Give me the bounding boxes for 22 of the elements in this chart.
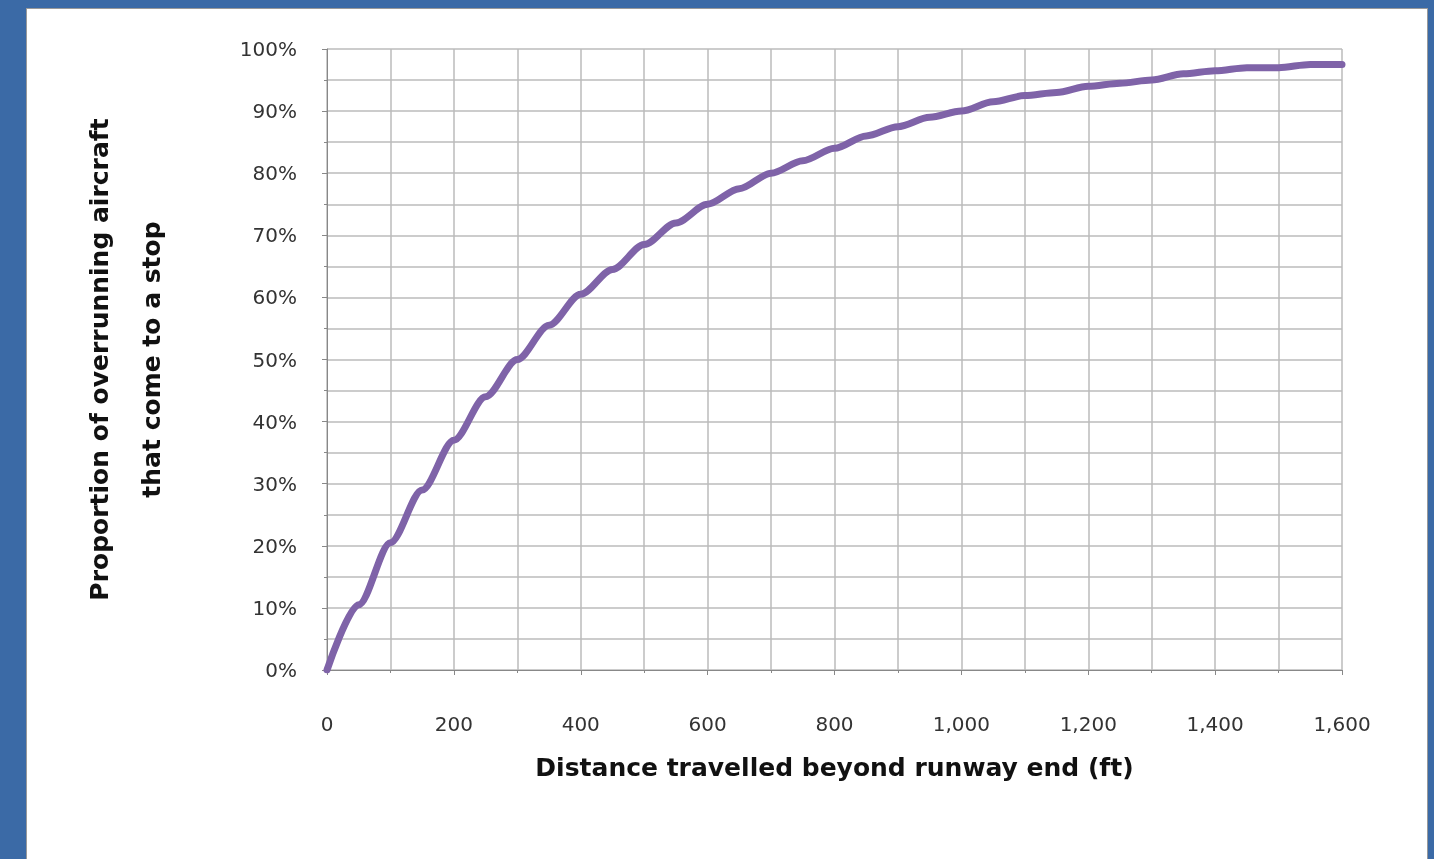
y-axis-title: Proportion of overrunning aircraft that come to a stop (84, 118, 166, 601)
x-tick-label: 200 (434, 712, 473, 736)
y-tick-label: 90% (252, 99, 297, 124)
x-tick-label: 1,400 (1186, 712, 1244, 736)
x-tick-label: 400 (561, 712, 600, 736)
y-tick-label: 40% (252, 409, 297, 434)
x-axis-title: Distance travelled beyond runway end (ft) (535, 753, 1134, 782)
y-tick-label: 70% (252, 223, 297, 248)
x-tick-label: 800 (815, 712, 854, 736)
x-tick-label: 1,000 (932, 712, 991, 736)
y-tick-label: 50% (252, 347, 297, 372)
x-tick-label: 1,600 (1313, 712, 1371, 736)
y-tick-label: 60% (252, 285, 297, 310)
y-tick-label: 10% (252, 595, 297, 620)
y-tick-label: 80% (252, 161, 297, 186)
x-tick-label: 600 (688, 712, 727, 736)
y-tick-label: 20% (252, 533, 297, 558)
y-tick-label: 0% (265, 658, 297, 682)
y-tick-label: 30% (252, 471, 297, 496)
x-tick-label: 0 (320, 712, 334, 736)
x-tick-label: 1,200 (1059, 712, 1117, 736)
y-tick-label: 100% (239, 37, 297, 61)
